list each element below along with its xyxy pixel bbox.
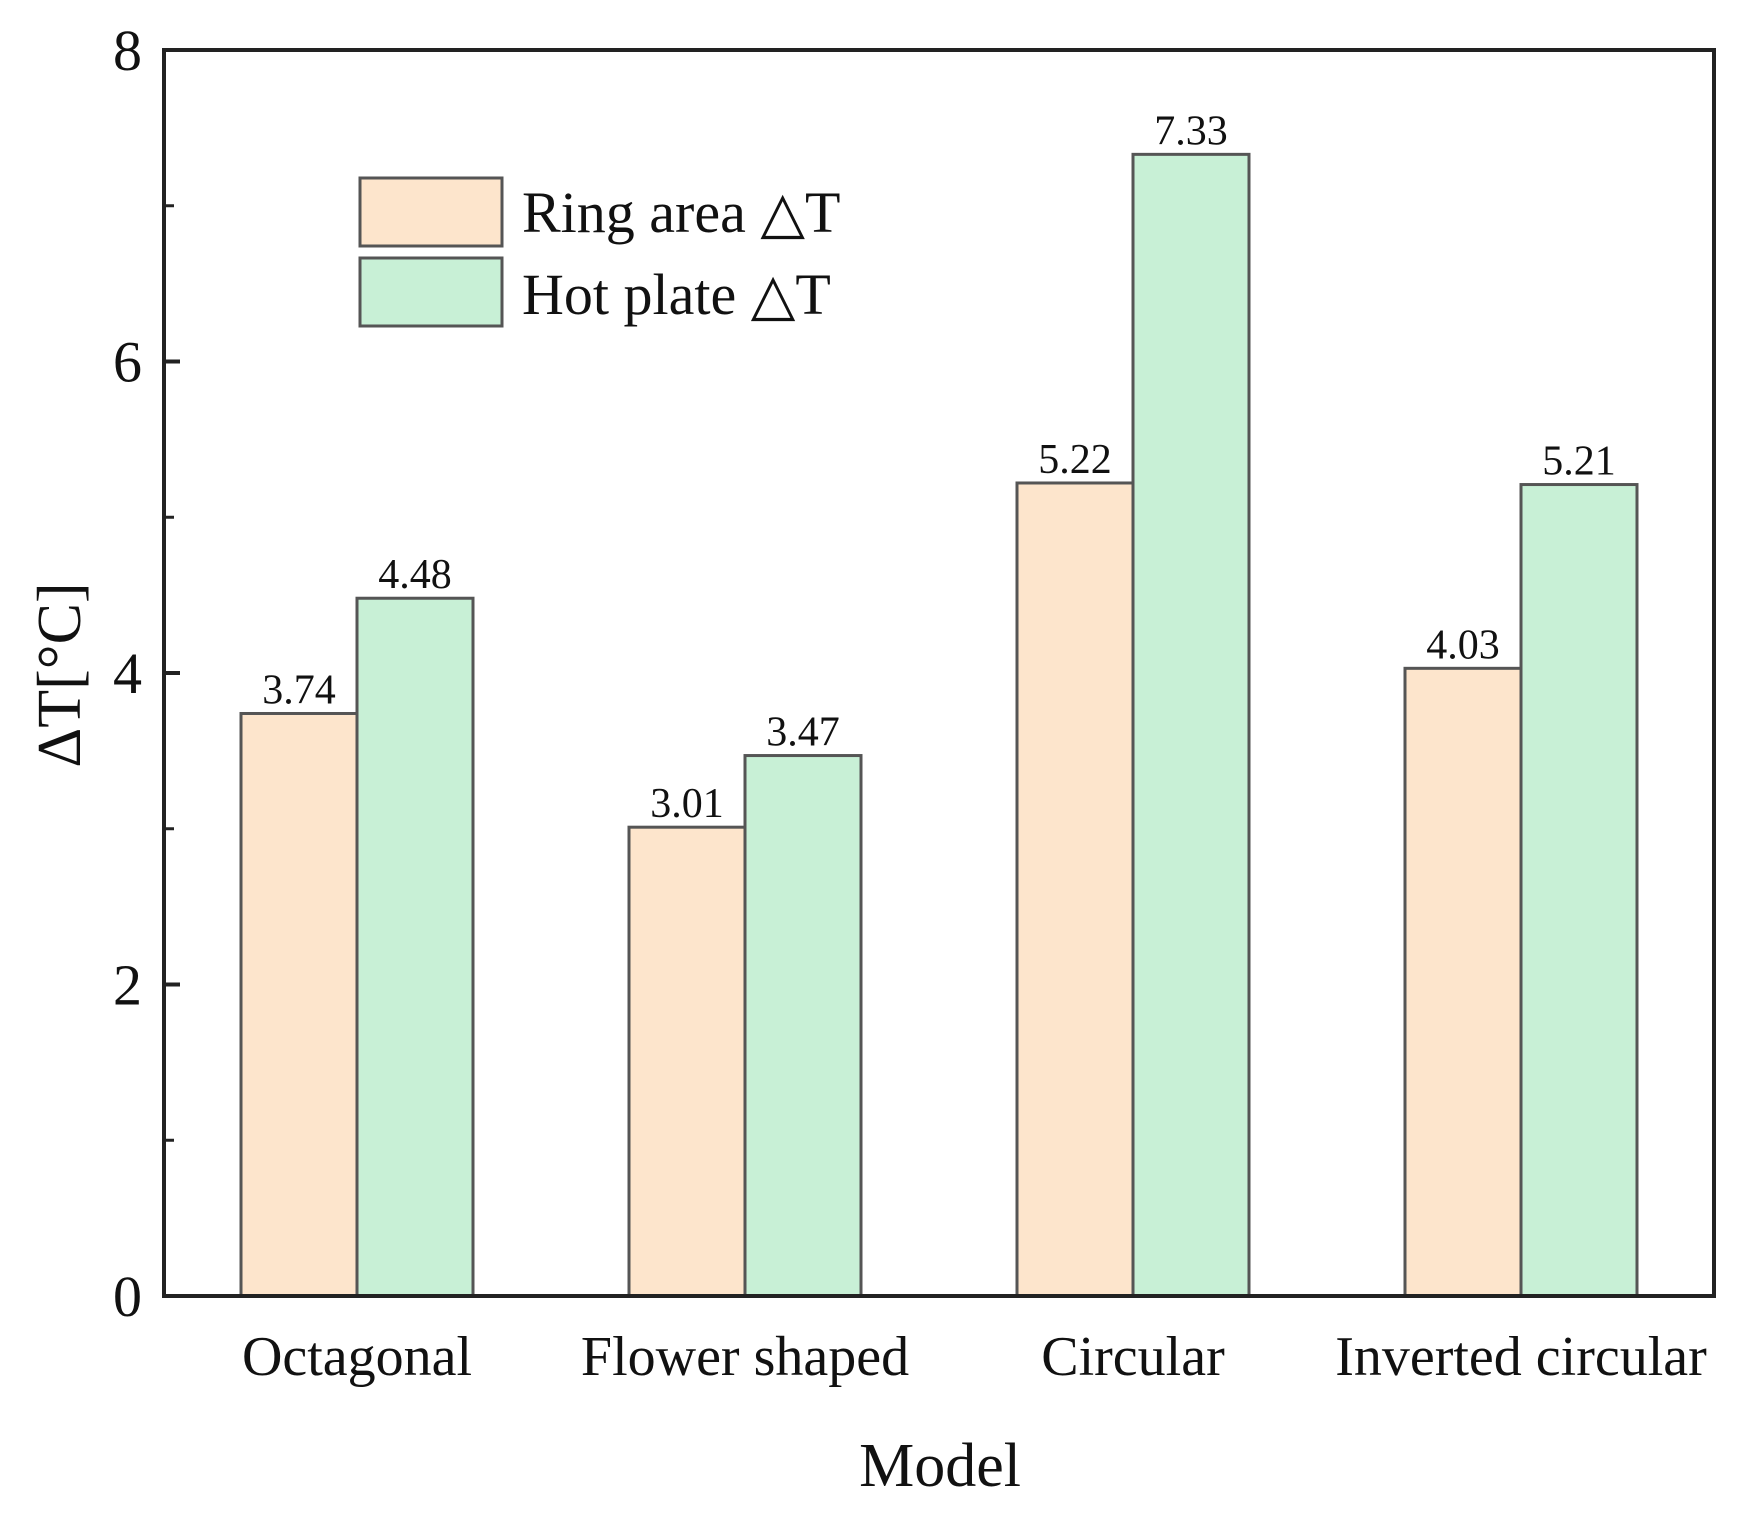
- data-label: 3.74: [262, 667, 336, 713]
- plot-area-frame: [162, 48, 1716, 1298]
- bar-ring-area: [1015, 481, 1135, 1298]
- bar-hot-plate: [1131, 152, 1251, 1298]
- x-category-label: Inverted circular: [1335, 1326, 1707, 1388]
- data-label: 4.48: [378, 552, 452, 598]
- bar-hot-plate: [1519, 483, 1639, 1298]
- data-label: 5.21: [1542, 439, 1616, 485]
- data-label: 5.22: [1038, 437, 1112, 483]
- data-label: 3.47: [766, 710, 840, 756]
- data-label: 4.03: [1426, 622, 1500, 668]
- bar-hot-plate: [355, 596, 475, 1298]
- legend-swatch-hot-plate: [358, 256, 504, 328]
- data-labels: 3.74 4.48 3.01 3.47 5.22 7.33 4.03 5.21: [262, 108, 1616, 827]
- bar-ring-area: [627, 825, 747, 1298]
- y-axis-title: ΔT[°C]: [26, 582, 94, 767]
- y-tick-label: 4: [113, 641, 142, 706]
- bar-ring-area: [239, 711, 359, 1298]
- x-axis-title: Model: [859, 1432, 1021, 1500]
- y-axis-ticks: 0 2 4 6 8: [113, 18, 180, 1329]
- data-label: 3.01: [650, 781, 724, 827]
- x-category-label: Flower shaped: [581, 1326, 909, 1388]
- bar-hot-plate: [743, 754, 863, 1298]
- y-tick-label: 2: [113, 953, 142, 1018]
- legend-label-hot-plate: Hot plate △T: [522, 262, 831, 327]
- bar-ring-area: [1403, 666, 1523, 1298]
- x-category-label: Octagonal: [242, 1326, 472, 1388]
- legend-label-ring-area: Ring area △T: [522, 180, 840, 245]
- y-tick-label: 8: [113, 18, 142, 83]
- y-tick-label: 0: [113, 1264, 142, 1329]
- bars: [239, 152, 1639, 1298]
- legend: Ring area △T Hot plate △T: [358, 176, 840, 328]
- legend-swatch-ring-area: [358, 176, 504, 248]
- x-category-label: Circular: [1041, 1326, 1225, 1388]
- y-tick-label: 6: [113, 330, 142, 395]
- data-label: 7.33: [1154, 108, 1228, 154]
- x-axis-category-labels: Octagonal Flower shaped Circular Inverted c…: [242, 1326, 1707, 1388]
